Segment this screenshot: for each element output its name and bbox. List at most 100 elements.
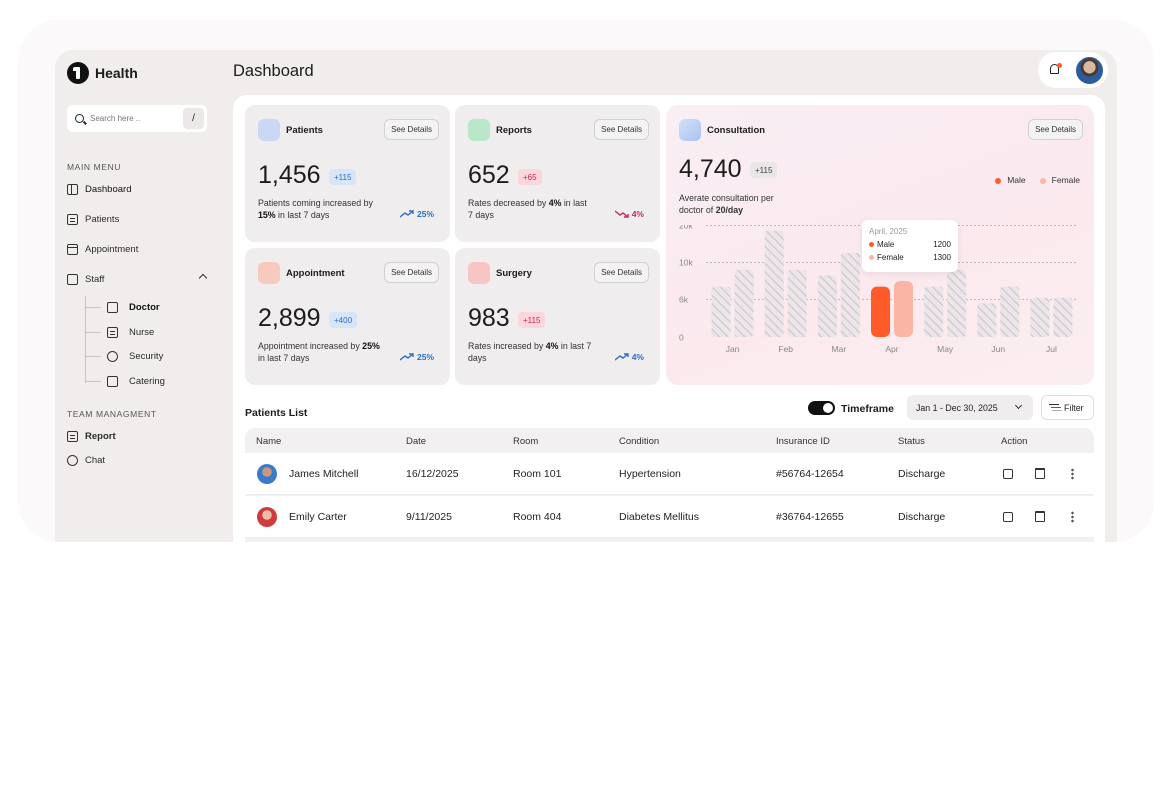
bar-female-jan[interactable] [734,269,754,337]
bar-male-apr[interactable] [871,286,890,337]
sidebar-item-nurse[interactable]: Nurse [85,327,154,338]
card-title: Consultation [707,125,766,136]
timeframe-label: Timeframe [841,403,894,415]
tooltip-row-male: Male 1200 [869,240,951,249]
card-description: Rates increased by 4% in last 7 days [468,340,593,364]
column-header-date[interactable]: Date [406,436,427,447]
chart-tooltip: April, 2025 Male 1200 Female 1300 [862,220,958,272]
bar-female-jul[interactable] [1053,297,1073,337]
bell-icon[interactable] [1050,64,1059,74]
card-appointment: Appointment See Details 2,899 +400 Appoi… [245,248,450,385]
sidebar-item-chat[interactable]: Chat [67,452,105,468]
trend-indicator: 25% [399,352,434,362]
column-header-insurance[interactable]: Insurance ID [776,436,830,447]
sidebar-item-label: Doctor [129,302,160,313]
consultation-chart: 20k 10k 6k 0 Jan Feb Mar Apr May Jun Jul [679,225,1078,354]
tooltip-title: April, 2025 [869,227,908,236]
patient-date: 9/11/2025 [406,511,452,523]
avatar [257,464,277,484]
trash-icon[interactable] [1035,468,1045,479]
bar-female-jun[interactable] [1000,286,1020,337]
staff-icon [67,273,78,285]
top-actions [1038,52,1108,88]
more-vertical-icon[interactable] [1071,468,1074,480]
bar-female-may[interactable] [947,269,967,337]
table-row[interactable]: James Mitchell 16/12/2025 Room 101 Hyper… [245,453,1094,495]
see-details-button[interactable]: See Details [384,119,439,140]
search-input[interactable] [90,114,180,123]
see-details-button[interactable]: See Details [384,262,439,283]
trend-indicator: 4% [614,352,644,362]
bar-male-may[interactable] [924,286,944,337]
date-range-select[interactable]: Jan 1 - Dec 30, 2025 [907,395,1033,420]
desc-text: in last 7 days [275,210,330,220]
chart-legend: Male Female [995,175,1080,185]
sidebar-item-label: Report [85,430,116,442]
card-title: Reports [496,125,532,136]
column-header-condition[interactable]: Condition [619,436,660,447]
search-icon [75,114,84,123]
sidebar-item-label: Staff [85,273,105,285]
surgery-card-icon [468,262,490,284]
column-header-name[interactable]: Name [256,436,282,447]
desc-text: Rates increased by [468,341,546,351]
column-header-room[interactable]: Room [513,436,539,447]
sidebar-item-catering[interactable]: Catering [85,376,165,387]
bar-female-feb[interactable] [787,269,807,337]
sidebar-item-label: Catering [129,376,165,387]
desc-text: Appointment increased by [258,341,363,351]
trend-up-icon [399,353,414,361]
more-vertical-icon[interactable] [1071,511,1074,523]
avatar[interactable] [1075,56,1104,85]
column-header-status[interactable]: Status [898,436,925,447]
chevron-down-icon [1014,401,1023,410]
sidebar-item-security[interactable]: Security [85,351,163,362]
timeframe-toggle[interactable] [808,401,835,415]
patients-list-title: Patients List [245,407,308,419]
bar-male-mar[interactable] [817,275,837,337]
patient-status: Discharge [898,511,946,523]
delta-badge: +65 [518,169,542,185]
table-row[interactable]: Emily Carter 9/11/2025 Room 404 Diabetes… [245,496,1094,538]
bar-male-feb[interactable] [764,230,784,337]
bar-male-jul[interactable] [1030,297,1050,337]
chevron-up-icon[interactable] [198,273,208,283]
tooltip-value: 1200 [933,240,951,249]
logo[interactable]: Health [67,62,138,84]
filter-button[interactable]: Filter [1041,395,1094,420]
card-value: 1,456 [258,161,321,189]
sidebar-item-staff[interactable]: Staff [67,271,104,287]
tooltip-swatch [869,255,874,261]
patient-insurance: #56764-12654 [776,468,844,480]
legend-label: Male [1007,175,1026,185]
edit-icon[interactable] [1003,469,1013,479]
sidebar-item-doctor[interactable]: Doctor [85,302,160,313]
sidebar-item-appointment[interactable]: Appointment [67,241,138,257]
reports-card-icon [468,119,490,141]
edit-icon[interactable] [1003,512,1013,522]
card-surgery: Surgery See Details 983 +115 Rates incre… [455,248,660,385]
sidebar: Health / MAIN MENU Dashboard Patients Ap… [55,50,223,542]
sidebar-item-patients[interactable]: Patients [67,211,119,227]
calendar-icon [67,243,78,255]
sidebar-item-report[interactable]: Report [67,428,116,444]
x-tick-label: Jun [991,344,1005,354]
bar-female-apr[interactable] [894,281,913,337]
bar-male-jun[interactable] [977,303,997,337]
bar-male-jan[interactable] [711,286,731,337]
desc-highlight: 4% [548,198,562,208]
layout-icon [67,183,78,195]
doctor-icon [107,302,118,313]
search-box[interactable]: / [67,105,207,132]
trash-icon[interactable] [1035,511,1045,522]
bar-female-mar[interactable] [840,253,860,337]
see-details-button[interactable]: See Details [594,119,649,140]
sidebar-item-dashboard[interactable]: Dashboard [67,181,131,197]
card-title: Surgery [496,268,532,279]
see-details-button[interactable]: See Details [1028,119,1083,140]
report-icon [67,430,78,442]
team-management-label: TEAM MANAGMENT [67,409,157,419]
see-details-button[interactable]: See Details [594,262,649,283]
desc-text: in last 7 days [468,341,592,363]
